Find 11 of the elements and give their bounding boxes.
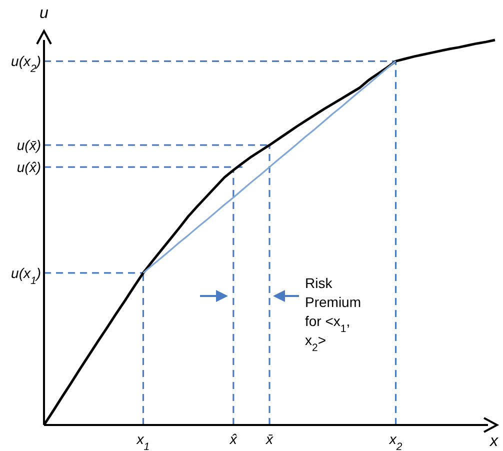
x-tick-label: x$_{1}$ bbox=[136, 431, 150, 451]
x-axis-title: x bbox=[489, 433, 499, 450]
x-tick-label: x$_{2}$ bbox=[388, 431, 402, 451]
ref-line-label: u(x̂) bbox=[16, 159, 41, 176]
x-tick-label: x̄ bbox=[265, 431, 274, 447]
ref-line-label: u(x̄) bbox=[16, 137, 41, 154]
x-tick-label: x̂ bbox=[228, 431, 238, 447]
ref-line-label: u(x$_{1}$) bbox=[11, 264, 41, 287]
text: Risk Premium for <x$_{1}$, x$_{2}$> bbox=[305, 275, 362, 354]
ref-line-label: u(x$_{2}$) bbox=[11, 53, 41, 76]
y-axis-title: u bbox=[40, 5, 49, 22]
